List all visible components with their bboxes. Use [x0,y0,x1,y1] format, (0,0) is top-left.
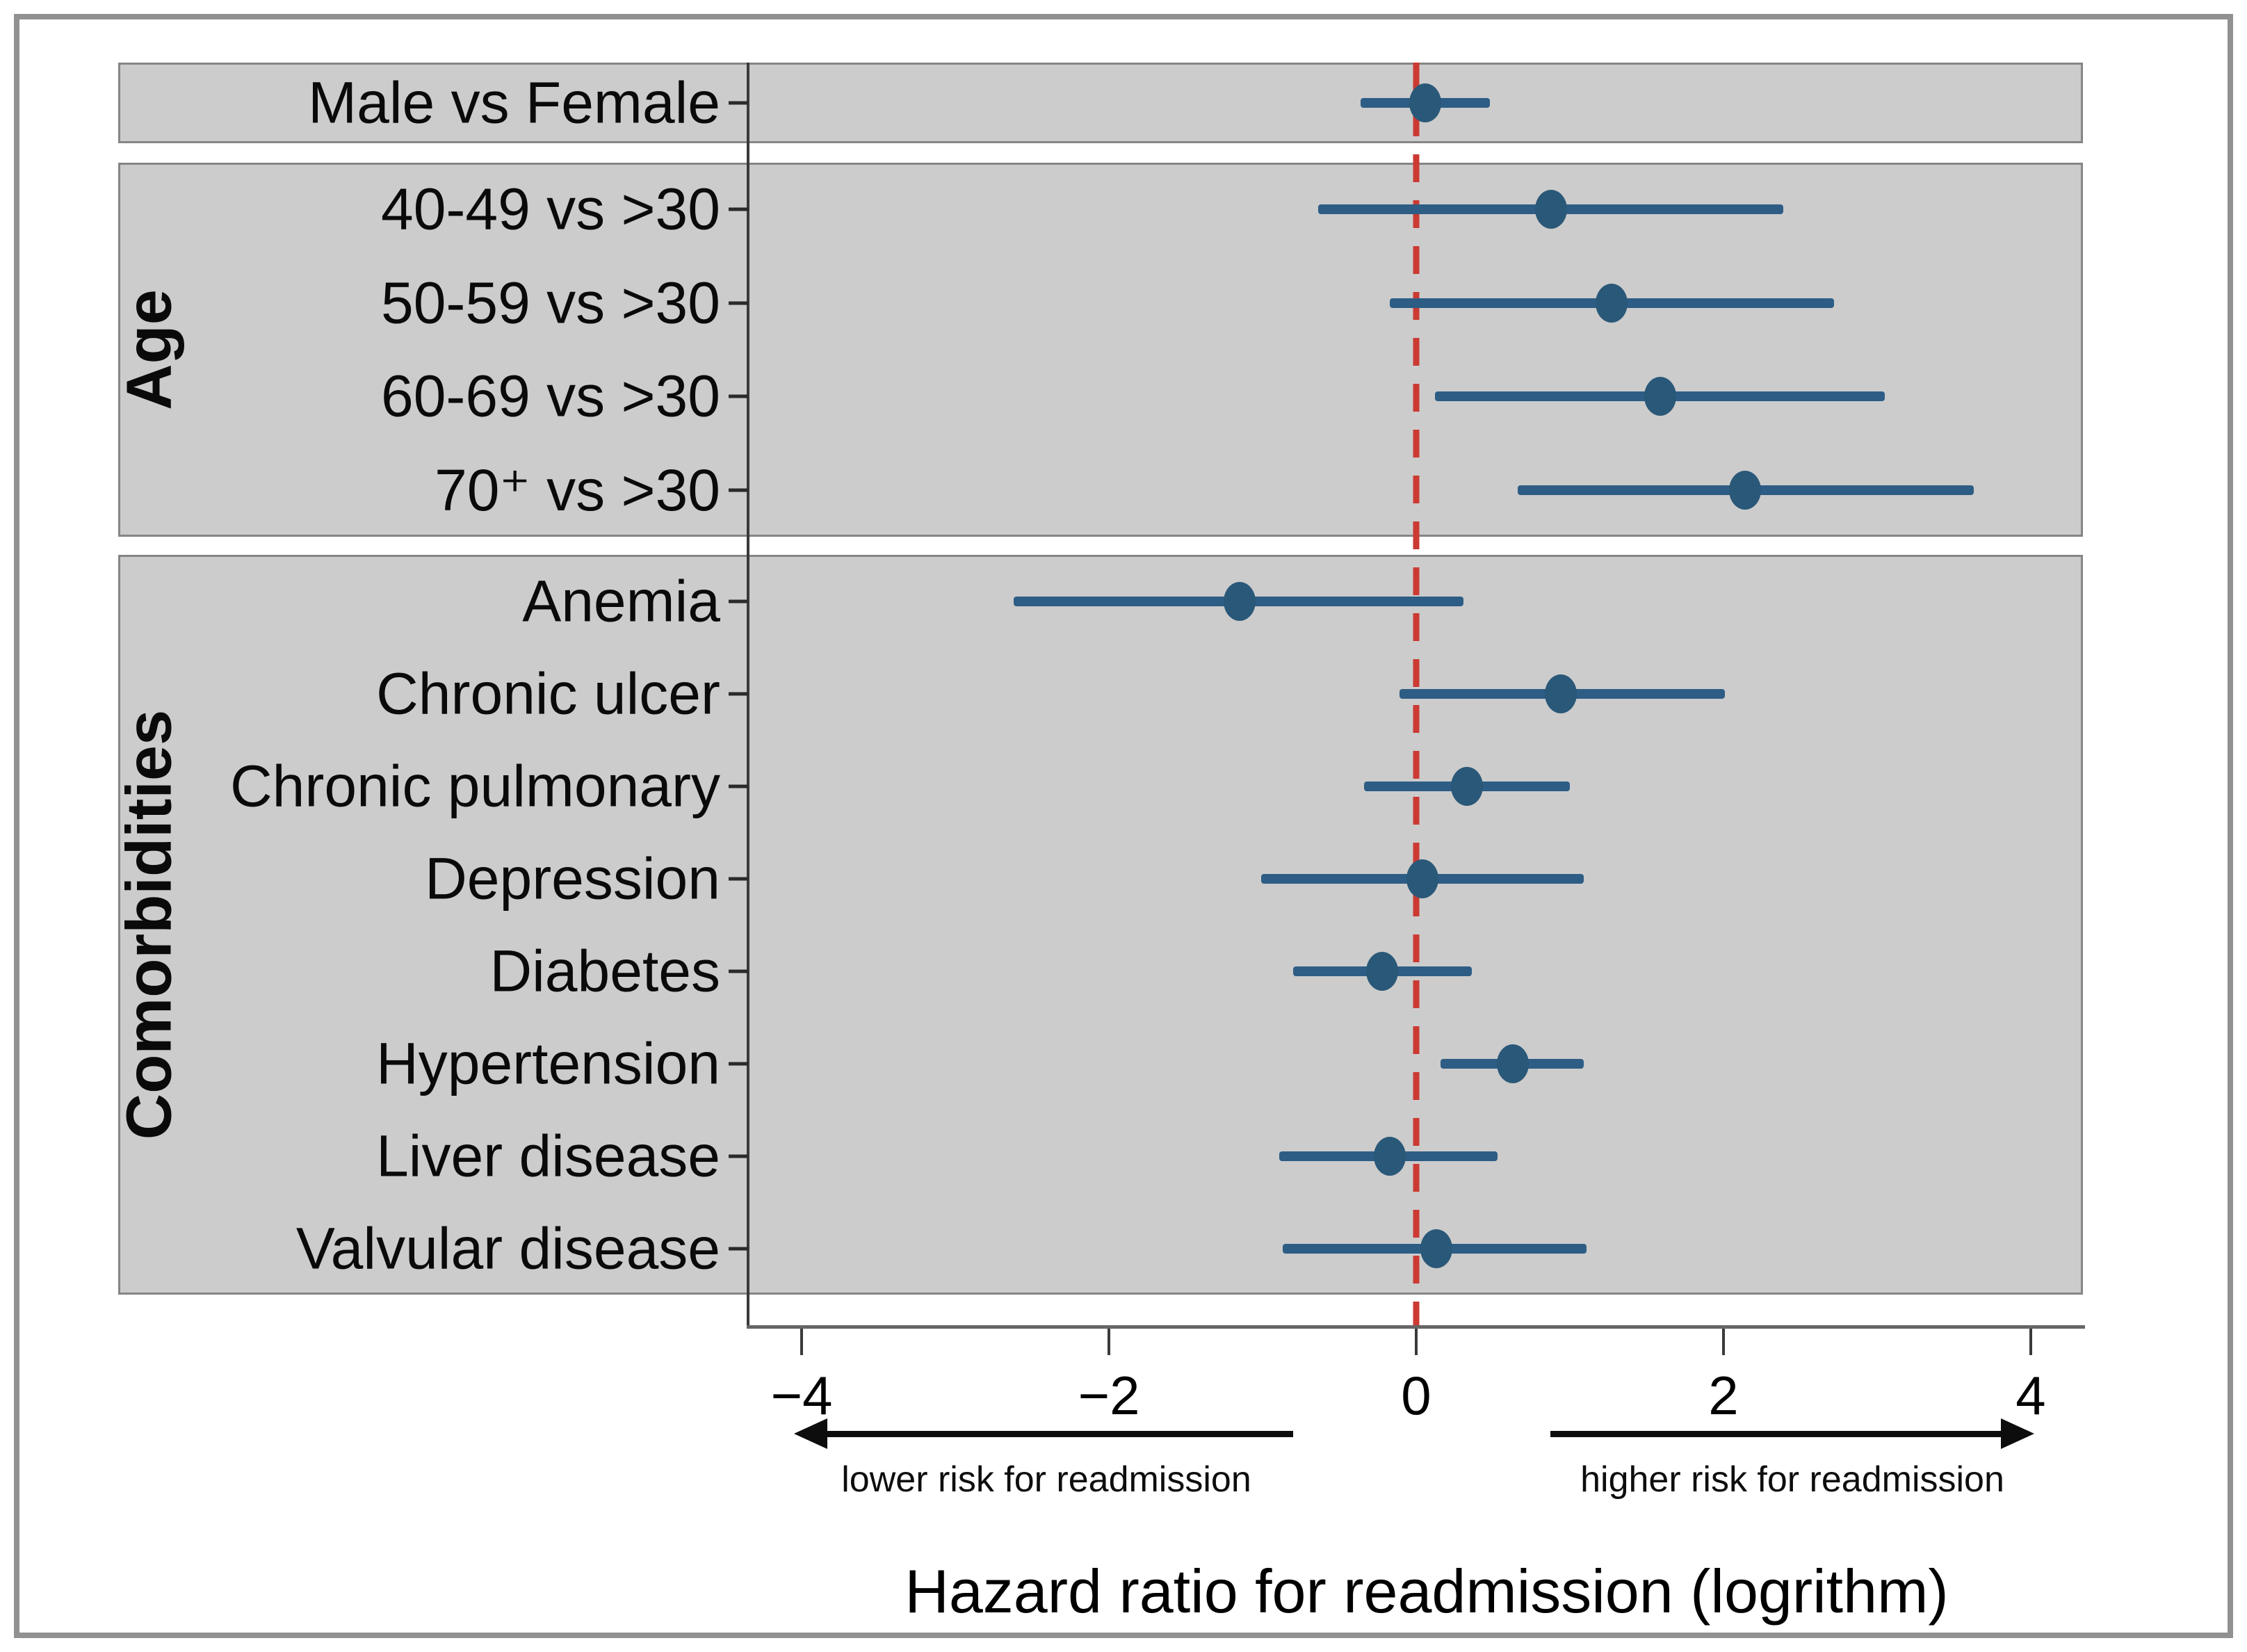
point-estimate-male-vs-female [1409,83,1442,122]
row-label-depression: Depression [425,845,720,911]
row-label-diabetes: Diabetes [489,938,720,1003]
point-estimate-chronic-ulcer [1544,674,1577,713]
row-tick-male-vs-female [729,101,748,105]
panel-age [118,163,2083,537]
row-tick-hypertension [729,1062,748,1065]
panel-comorbidities [118,555,2083,1295]
x-tick--4 [800,1329,803,1355]
x-tick-label--4: −4 [770,1365,833,1426]
x-axis-title: Hazard ratio for readmission (logrithm) [905,1557,1949,1626]
row-label-valvular-disease: Valvular disease [295,1215,720,1281]
higher-risk-arrowhead-icon [2001,1418,2034,1449]
row-label-40-49-vs-30: 40-49 vs >30 [380,176,720,242]
row-label-50-59-vs-30: 50-59 vs >30 [380,270,720,336]
point-estimate-diabetes [1366,951,1399,991]
point-estimate-chronic-pulmonary [1450,766,1483,806]
row-label-hypertension: Hypertension [376,1030,720,1096]
row-tick-60-69-vs-30 [729,394,748,398]
x-tick-label--2: −2 [1078,1365,1140,1426]
row-label-male-vs-female: Male vs Female [308,70,720,136]
row-label-liver-disease: Liver disease [376,1123,720,1188]
x-tick-0 [1415,1329,1418,1355]
x-tick-4 [2029,1329,2032,1355]
point-estimate-70-vs-30 [1728,470,1761,510]
point-estimate-valvular-disease [1420,1229,1452,1268]
point-estimate-liver-disease [1374,1136,1406,1176]
x-tick-label-4: 4 [2015,1365,2046,1426]
row-tick-50-59-vs-30 [729,301,748,305]
x-tick-label-2: 2 [1708,1365,1739,1426]
point-estimate-hypertension [1497,1044,1530,1083]
point-estimate-60-69-vs-30 [1644,377,1677,416]
row-tick-70-vs-30 [729,488,748,492]
row-tick-chronic-pulmonary [729,784,748,788]
panel-sex [118,63,2083,143]
row-label-70-vs-30: 70⁺ vs >30 [435,457,720,523]
point-estimate-40-49-vs-30 [1535,190,1568,229]
x-tick-label-0: 0 [1401,1365,1431,1426]
row-tick-valvular-disease [729,1247,748,1250]
row-label-chronic-ulcer: Chronic ulcer [376,661,720,726]
point-estimate-anemia [1223,581,1256,621]
row-tick-40-49-vs-30 [729,207,748,211]
row-label-chronic-pulmonary: Chronic pulmonary [230,753,720,818]
x-tick-2 [1722,1329,1725,1355]
row-tick-liver-disease [729,1154,748,1158]
higher-risk-annotation: higher risk for readmission [1580,1459,2004,1500]
figure-border [14,14,2233,1638]
lower-risk-arrowhead-icon [794,1418,827,1449]
row-tick-chronic-ulcer [729,692,748,695]
y-axis-line [747,63,749,1328]
group-label-age: Age [113,289,185,410]
point-estimate-50-59-vs-30 [1595,283,1628,323]
row-tick-anemia [729,599,748,603]
x-tick--2 [1108,1329,1110,1355]
group-label-comorbidities: Comorbidities [113,709,185,1140]
x-axis-line [747,1325,2085,1329]
point-estimate-depression [1406,859,1438,898]
lower-risk-arrow-line [824,1431,1293,1437]
row-tick-depression [729,877,748,880]
row-tick-diabetes [729,969,748,973]
row-label-60-69-vs-30: 60-69 vs >30 [380,363,720,429]
row-label-anemia: Anemia [522,568,720,633]
higher-risk-arrow-line [1550,1431,2002,1437]
lower-risk-annotation: lower risk for readmission [841,1459,1251,1500]
